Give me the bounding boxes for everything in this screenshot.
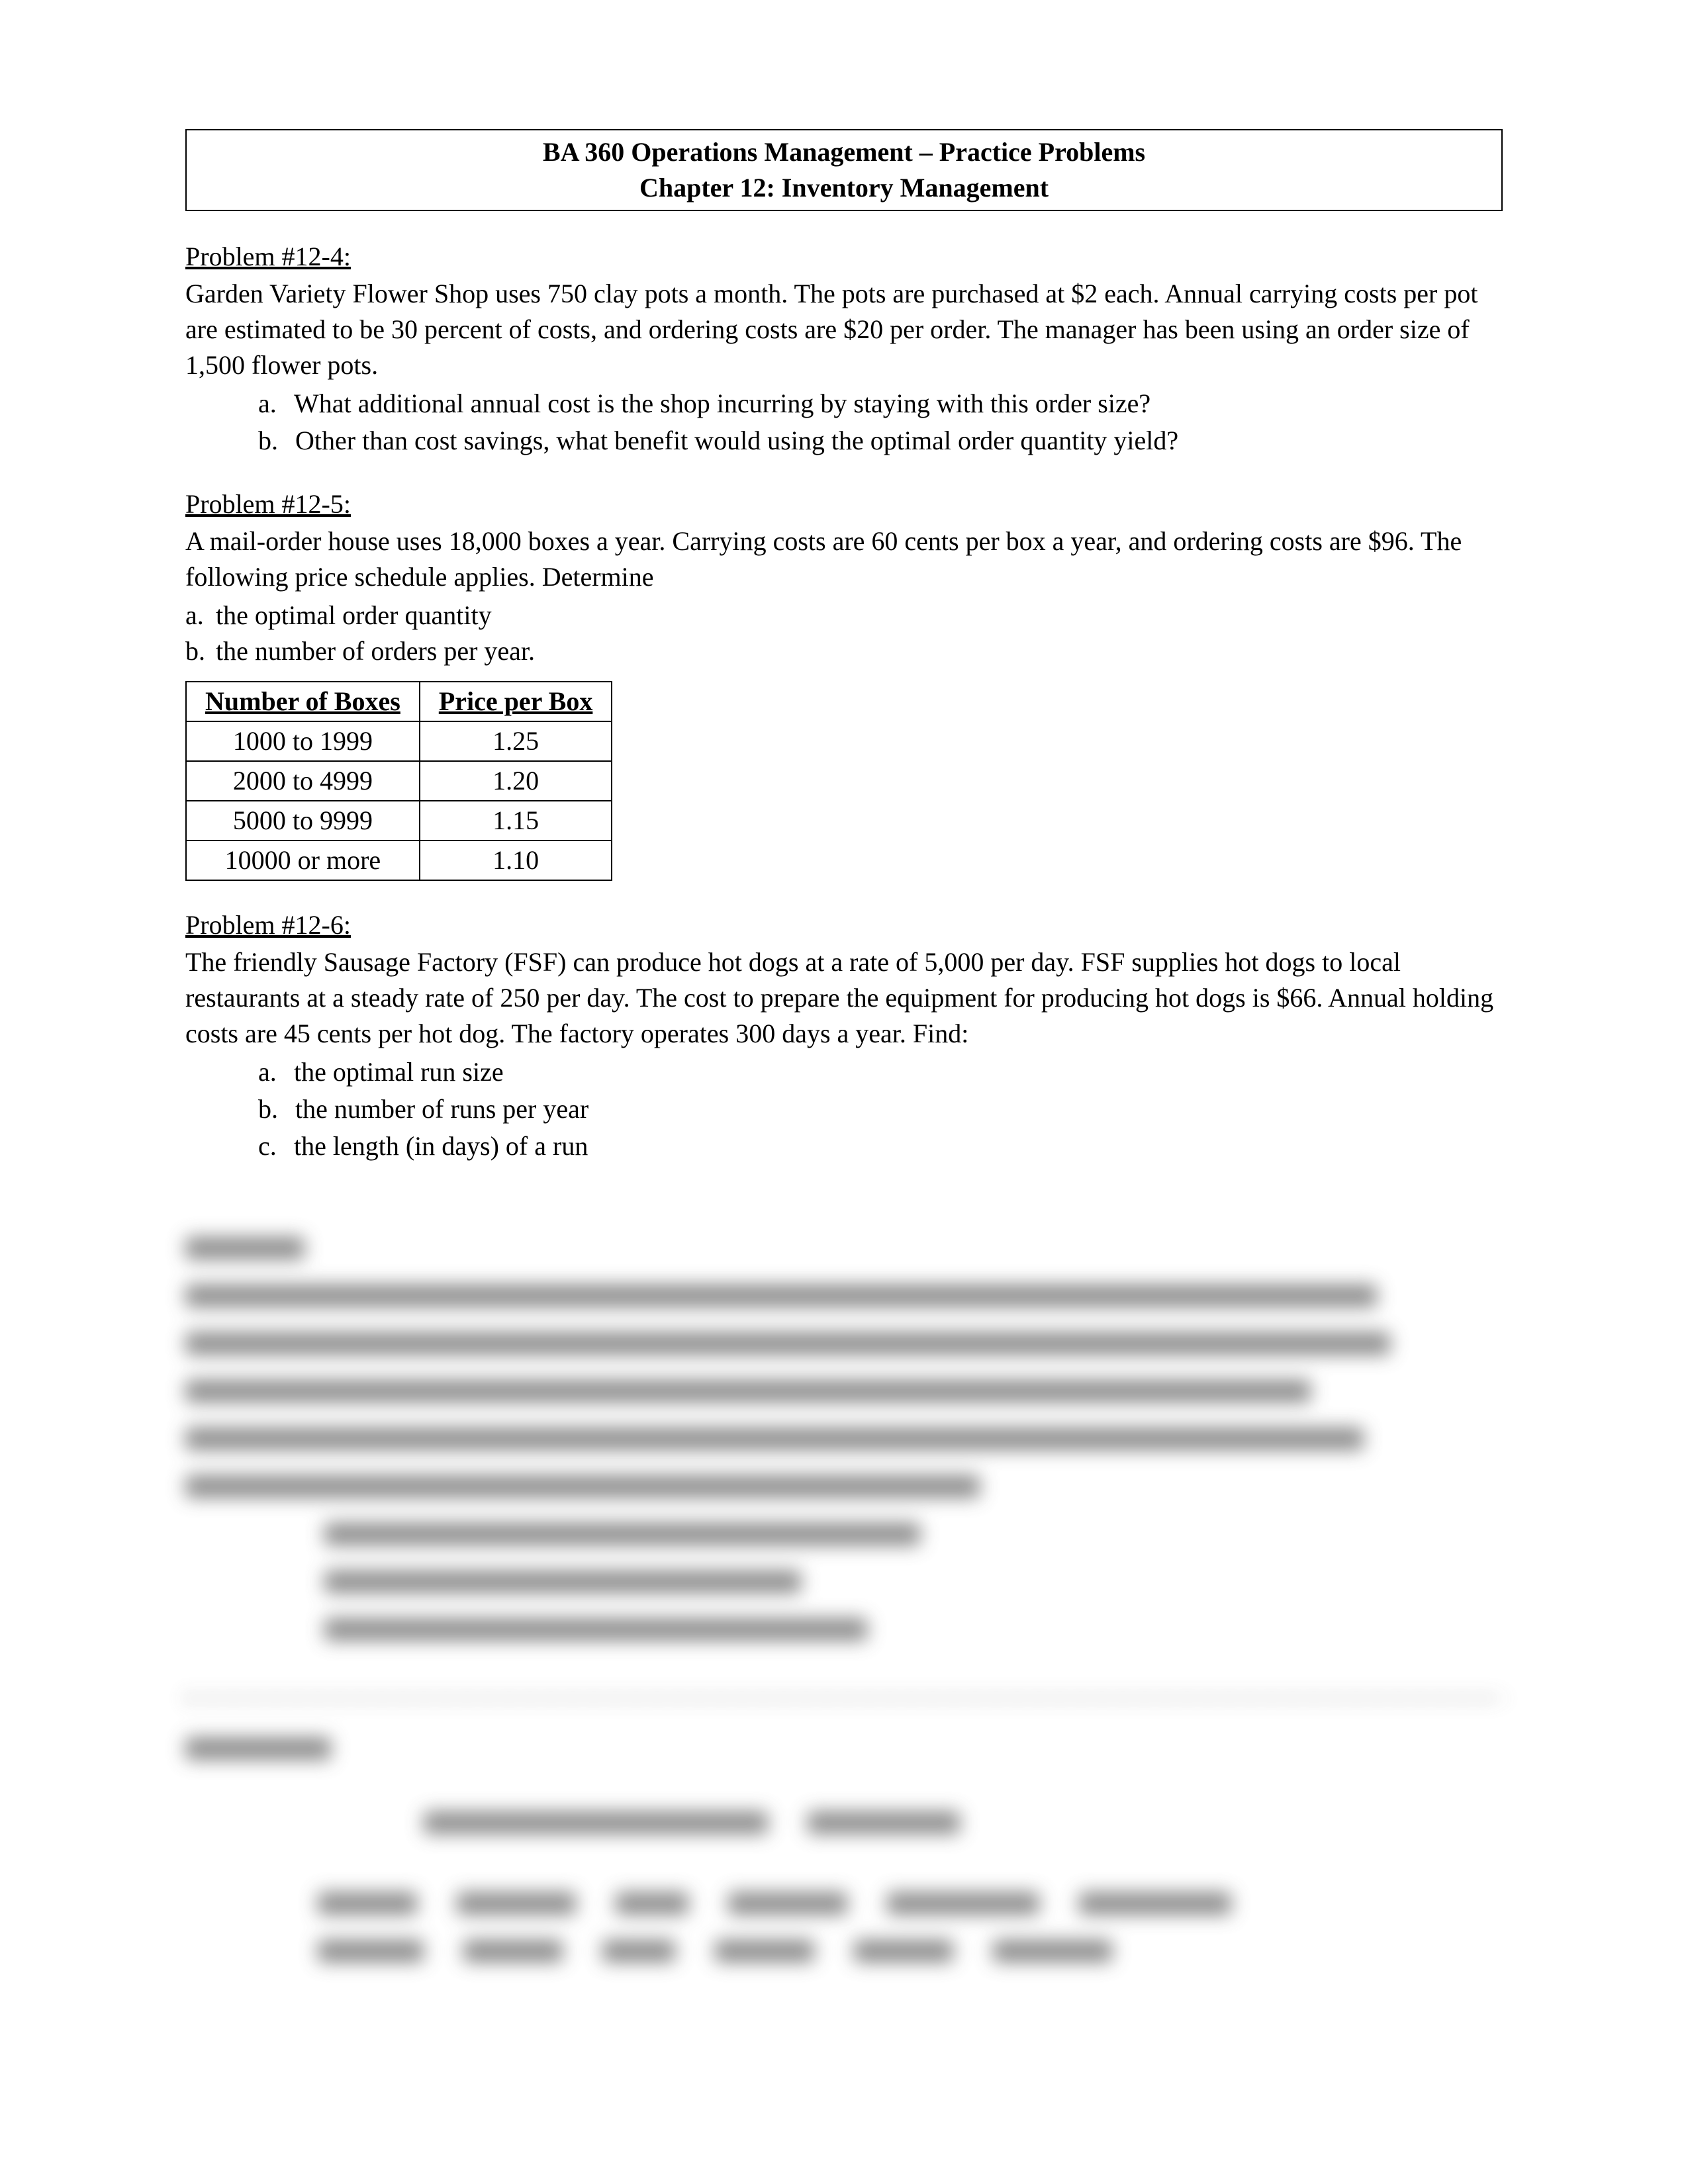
- item-letter: c.: [258, 1128, 277, 1164]
- list-item: b. Other than cost savings, what benefit…: [258, 423, 1503, 459]
- col-header: Price per Box: [420, 682, 612, 721]
- header-line1: BA 360 Operations Management – Practice …: [195, 134, 1493, 170]
- col-header: Number of Boxes: [186, 682, 420, 721]
- header-line2: Chapter 12: Inventory Management: [195, 170, 1493, 206]
- list-item: a. the optimal order quantity: [185, 598, 1503, 633]
- list-item: c. the length (in days) of a run: [258, 1128, 1503, 1164]
- table-row: 5000 to 9999 1.15: [186, 801, 612, 841]
- problem-items: a. the optimal run size b. the number of…: [258, 1054, 1503, 1164]
- problem-title: Problem #12-5:: [185, 486, 1503, 522]
- item-text: the number of orders per year.: [216, 633, 535, 669]
- item-text: What additional annual cost is the shop …: [294, 386, 1150, 422]
- page-header: BA 360 Operations Management – Practice …: [185, 129, 1503, 211]
- cell: 1.15: [420, 801, 612, 841]
- cell: 1.25: [420, 721, 612, 761]
- cell: 5000 to 9999: [186, 801, 420, 841]
- cell: 1.20: [420, 761, 612, 801]
- table-row: 2000 to 4999 1.20: [186, 761, 612, 801]
- problem-12-4: Problem #12-4: Garden Variety Flower Sho…: [185, 239, 1503, 459]
- item-text: the length (in days) of a run: [294, 1128, 588, 1164]
- cell: 10000 or more: [186, 841, 420, 880]
- item-text: Other than cost savings, what benefit wo…: [295, 423, 1178, 459]
- table-row: 10000 or more 1.10: [186, 841, 612, 880]
- list-item: b. the number of orders per year.: [185, 633, 1503, 669]
- item-text: the optimal order quantity: [216, 598, 492, 633]
- list-item: a. the optimal run size: [258, 1054, 1503, 1090]
- problem-title: Problem #12-4:: [185, 239, 1503, 275]
- item-letter: a.: [258, 386, 277, 422]
- table-row: 1000 to 1999 1.25: [186, 721, 612, 761]
- item-text: the optimal run size: [294, 1054, 504, 1090]
- item-letter: a.: [258, 1054, 277, 1090]
- price-table: Number of Boxes Price per Box 1000 to 19…: [185, 681, 612, 881]
- item-letter: a.: [185, 598, 207, 633]
- problem-body: The friendly Sausage Factory (FSF) can p…: [185, 944, 1503, 1052]
- problem-body: A mail-order house uses 18,000 boxes a y…: [185, 523, 1503, 595]
- item-letter: b.: [185, 633, 207, 669]
- table-header-row: Number of Boxes Price per Box: [186, 682, 612, 721]
- list-item: b. the number of runs per year: [258, 1091, 1503, 1127]
- blurred-region: [185, 1173, 1503, 1972]
- problem-body: Garden Variety Flower Shop uses 750 clay…: [185, 276, 1503, 383]
- list-item: a. What additional annual cost is the sh…: [258, 386, 1503, 422]
- item-letter: b.: [258, 423, 278, 459]
- problem-items: a. the optimal order quantity b. the num…: [185, 598, 1503, 669]
- item-letter: b.: [258, 1091, 278, 1127]
- cell: 1000 to 1999: [186, 721, 420, 761]
- cell: 1.10: [420, 841, 612, 880]
- problem-title: Problem #12-6:: [185, 907, 1503, 943]
- cell: 2000 to 4999: [186, 761, 420, 801]
- item-text: the number of runs per year: [295, 1091, 588, 1127]
- problem-12-5: Problem #12-5: A mail-order house uses 1…: [185, 486, 1503, 881]
- problem-12-6: Problem #12-6: The friendly Sausage Fact…: [185, 907, 1503, 1164]
- problem-items: a. What additional annual cost is the sh…: [258, 386, 1503, 459]
